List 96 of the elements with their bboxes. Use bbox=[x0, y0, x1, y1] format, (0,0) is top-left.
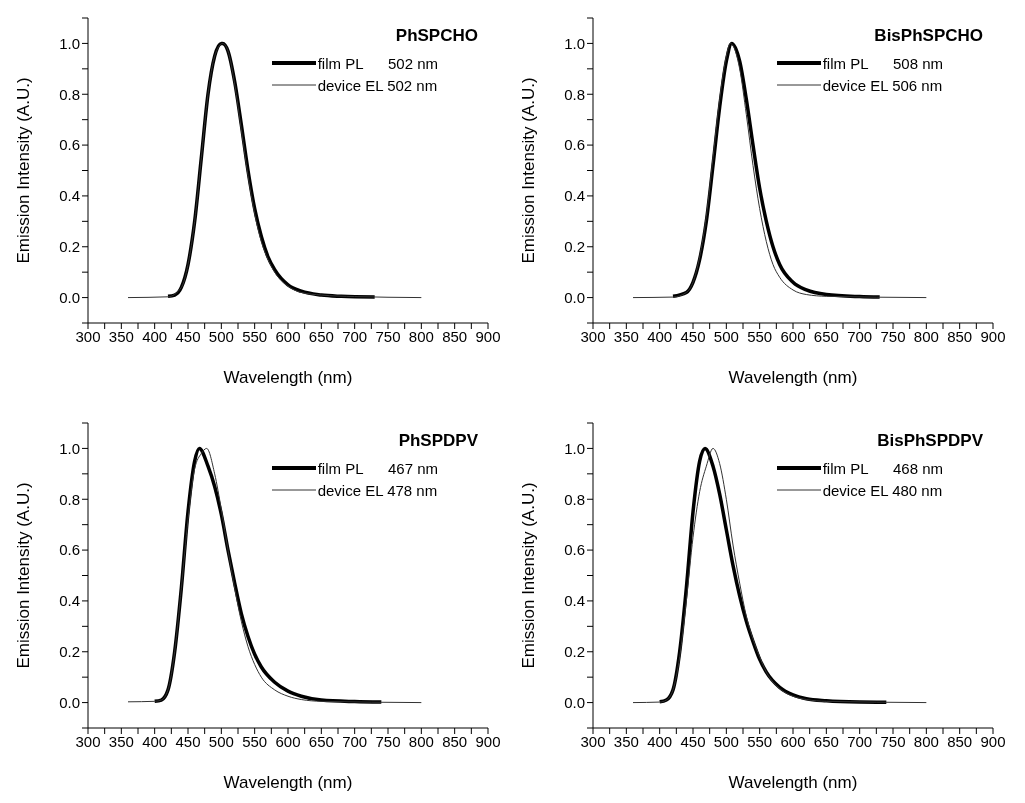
x-tick-label: 850 bbox=[947, 327, 973, 345]
y-tick-label: 1.0 bbox=[564, 439, 585, 457]
text: PhSPDPV bbox=[398, 431, 478, 451]
x-tick-label: 650 bbox=[813, 732, 839, 750]
x-tick-label: 800 bbox=[408, 327, 434, 345]
x-axis-title: Wavelength (nm) bbox=[728, 368, 858, 387]
x-tick-label: 700 bbox=[847, 732, 873, 750]
x-tick-label: 850 bbox=[947, 732, 973, 750]
x-tick-label: 600 bbox=[780, 327, 806, 345]
y-tick-label: 0.4 bbox=[59, 187, 80, 205]
y-tick-label: 0.2 bbox=[59, 643, 80, 661]
y-tick-label: 1.0 bbox=[59, 439, 80, 457]
x-tick-label: 400 bbox=[647, 732, 673, 750]
legend-label: film PL 468 nm bbox=[822, 459, 943, 477]
x-tick-label: 500 bbox=[713, 732, 739, 750]
x-tick-label: 600 bbox=[780, 732, 806, 750]
y-tick-label: 0.6 bbox=[564, 541, 585, 559]
y-tick-label: 0.6 bbox=[564, 136, 585, 154]
x-tick-label: 600 bbox=[275, 732, 301, 750]
x-tick-label: 350 bbox=[108, 732, 134, 750]
text: PhSPCHO bbox=[395, 26, 478, 46]
legend-label: film PL 502 nm bbox=[317, 54, 438, 72]
y-tick-label: 1.0 bbox=[59, 34, 80, 52]
y-tick-label: 0.0 bbox=[59, 288, 80, 306]
x-tick-label: 450 bbox=[175, 732, 201, 750]
x-tick-label: 700 bbox=[342, 327, 368, 345]
x-tick-label: 400 bbox=[647, 327, 673, 345]
y-tick-label: 0.4 bbox=[564, 187, 585, 205]
x-tick-label: 400 bbox=[142, 327, 168, 345]
x-tick-label: 500 bbox=[208, 327, 234, 345]
x-tick-label: 850 bbox=[442, 732, 468, 750]
y-axis-title: Emission Intensity (A.U.) bbox=[519, 77, 539, 264]
y-axis-title: Emission Intensity (A.U.) bbox=[14, 77, 34, 264]
y-axis-title: Emission Intensity (A.U.) bbox=[519, 482, 539, 669]
x-tick-label: 550 bbox=[747, 732, 773, 750]
y-tick-label: 0.6 bbox=[59, 541, 80, 559]
x-tick-label: 500 bbox=[208, 732, 234, 750]
y-axis-title: Emission Intensity (A.U.) bbox=[14, 482, 34, 669]
x-tick-label: 600 bbox=[275, 327, 301, 345]
x-tick-label: 750 bbox=[880, 327, 906, 345]
legend-label: device EL 502 nm bbox=[317, 76, 438, 94]
y-tick-label: 0.8 bbox=[59, 490, 80, 508]
x-tick-label: 450 bbox=[680, 732, 706, 750]
legend-label: device EL 478 nm bbox=[317, 481, 438, 499]
x-tick-label: 450 bbox=[680, 327, 706, 345]
y-tick-label: 0.4 bbox=[564, 592, 585, 610]
x-tick-label: 800 bbox=[408, 732, 434, 750]
x-axis-title: Wavelength (nm) bbox=[223, 773, 353, 792]
y-tick-label: 0.0 bbox=[564, 288, 585, 306]
x-tick-label: 350 bbox=[108, 327, 134, 345]
y-tick-label: 0.0 bbox=[564, 693, 585, 711]
x-tick-label: 900 bbox=[475, 732, 501, 750]
x-tick-label: 750 bbox=[375, 327, 401, 345]
x-tick-label: 700 bbox=[342, 732, 368, 750]
text: BisPhSPDPV bbox=[877, 431, 983, 451]
x-tick-label: 350 bbox=[613, 327, 639, 345]
y-tick-label: 0.2 bbox=[564, 643, 585, 661]
x-tick-label: 300 bbox=[580, 732, 606, 750]
x-tick-label: 650 bbox=[308, 327, 334, 345]
x-tick-label: 750 bbox=[375, 732, 401, 750]
x-tick-label: 350 bbox=[613, 732, 639, 750]
x-tick-label: 650 bbox=[813, 327, 839, 345]
x-tick-label: 300 bbox=[75, 327, 101, 345]
x-tick-label: 900 bbox=[475, 327, 501, 345]
x-tick-label: 450 bbox=[175, 327, 201, 345]
legend-label: film PL 467 nm bbox=[317, 459, 438, 477]
x-tick-label: 900 bbox=[980, 732, 1006, 750]
x-tick-label: 500 bbox=[713, 327, 739, 345]
y-tick-label: 1.0 bbox=[564, 34, 585, 52]
y-tick-label: 0.4 bbox=[59, 592, 80, 610]
y-tick-label: 0.2 bbox=[59, 238, 80, 256]
legend-label: film PL 508 nm bbox=[822, 54, 943, 72]
y-tick-label: 0.8 bbox=[564, 490, 585, 508]
y-tick-label: 0.2 bbox=[564, 238, 585, 256]
x-tick-label: 550 bbox=[242, 327, 268, 345]
x-tick-label: 300 bbox=[580, 327, 606, 345]
x-tick-label: 850 bbox=[442, 327, 468, 345]
x-tick-label: 900 bbox=[980, 327, 1006, 345]
y-tick-label: 0.6 bbox=[59, 136, 80, 154]
y-tick-label: 0.8 bbox=[59, 85, 80, 103]
y-tick-label: 0.8 bbox=[564, 85, 585, 103]
x-tick-label: 300 bbox=[75, 732, 101, 750]
x-tick-label: 650 bbox=[308, 732, 334, 750]
legend-label: device EL 506 nm bbox=[822, 76, 943, 94]
x-tick-label: 800 bbox=[913, 732, 939, 750]
x-tick-label: 550 bbox=[747, 327, 773, 345]
x-tick-label: 750 bbox=[880, 732, 906, 750]
y-tick-label: 0.0 bbox=[59, 693, 80, 711]
text: BisPhSPCHO bbox=[874, 26, 983, 46]
x-axis-title: Wavelength (nm) bbox=[728, 773, 858, 792]
legend-label: device EL 480 nm bbox=[822, 481, 943, 499]
x-tick-label: 550 bbox=[242, 732, 268, 750]
x-tick-label: 400 bbox=[142, 732, 168, 750]
x-axis-title: Wavelength (nm) bbox=[223, 368, 353, 387]
x-tick-label: 700 bbox=[847, 327, 873, 345]
x-tick-label: 800 bbox=[913, 327, 939, 345]
